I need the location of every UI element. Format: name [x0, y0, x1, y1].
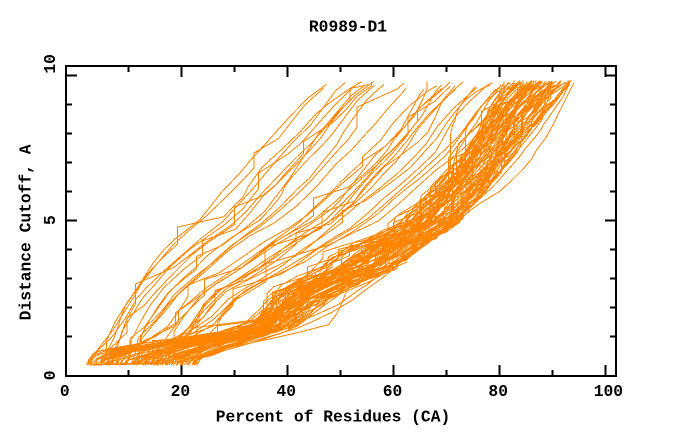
svg-text:0: 0: [60, 382, 70, 401]
svg-text:Distance Cutoff, A: Distance Cutoff, A: [16, 144, 35, 320]
svg-text:100: 100: [594, 382, 623, 401]
svg-text:Percent of Residues (CA): Percent of Residues (CA): [216, 408, 451, 427]
svg-text:0: 0: [41, 371, 60, 381]
svg-text:80: 80: [488, 382, 508, 401]
svg-text:20: 20: [171, 382, 191, 401]
svg-text:40: 40: [277, 382, 297, 401]
svg-text:60: 60: [383, 382, 403, 401]
svg-text:10: 10: [41, 54, 60, 74]
svg-text:5: 5: [41, 215, 60, 225]
svg-text:R0989-D1: R0989-D1: [309, 18, 387, 37]
